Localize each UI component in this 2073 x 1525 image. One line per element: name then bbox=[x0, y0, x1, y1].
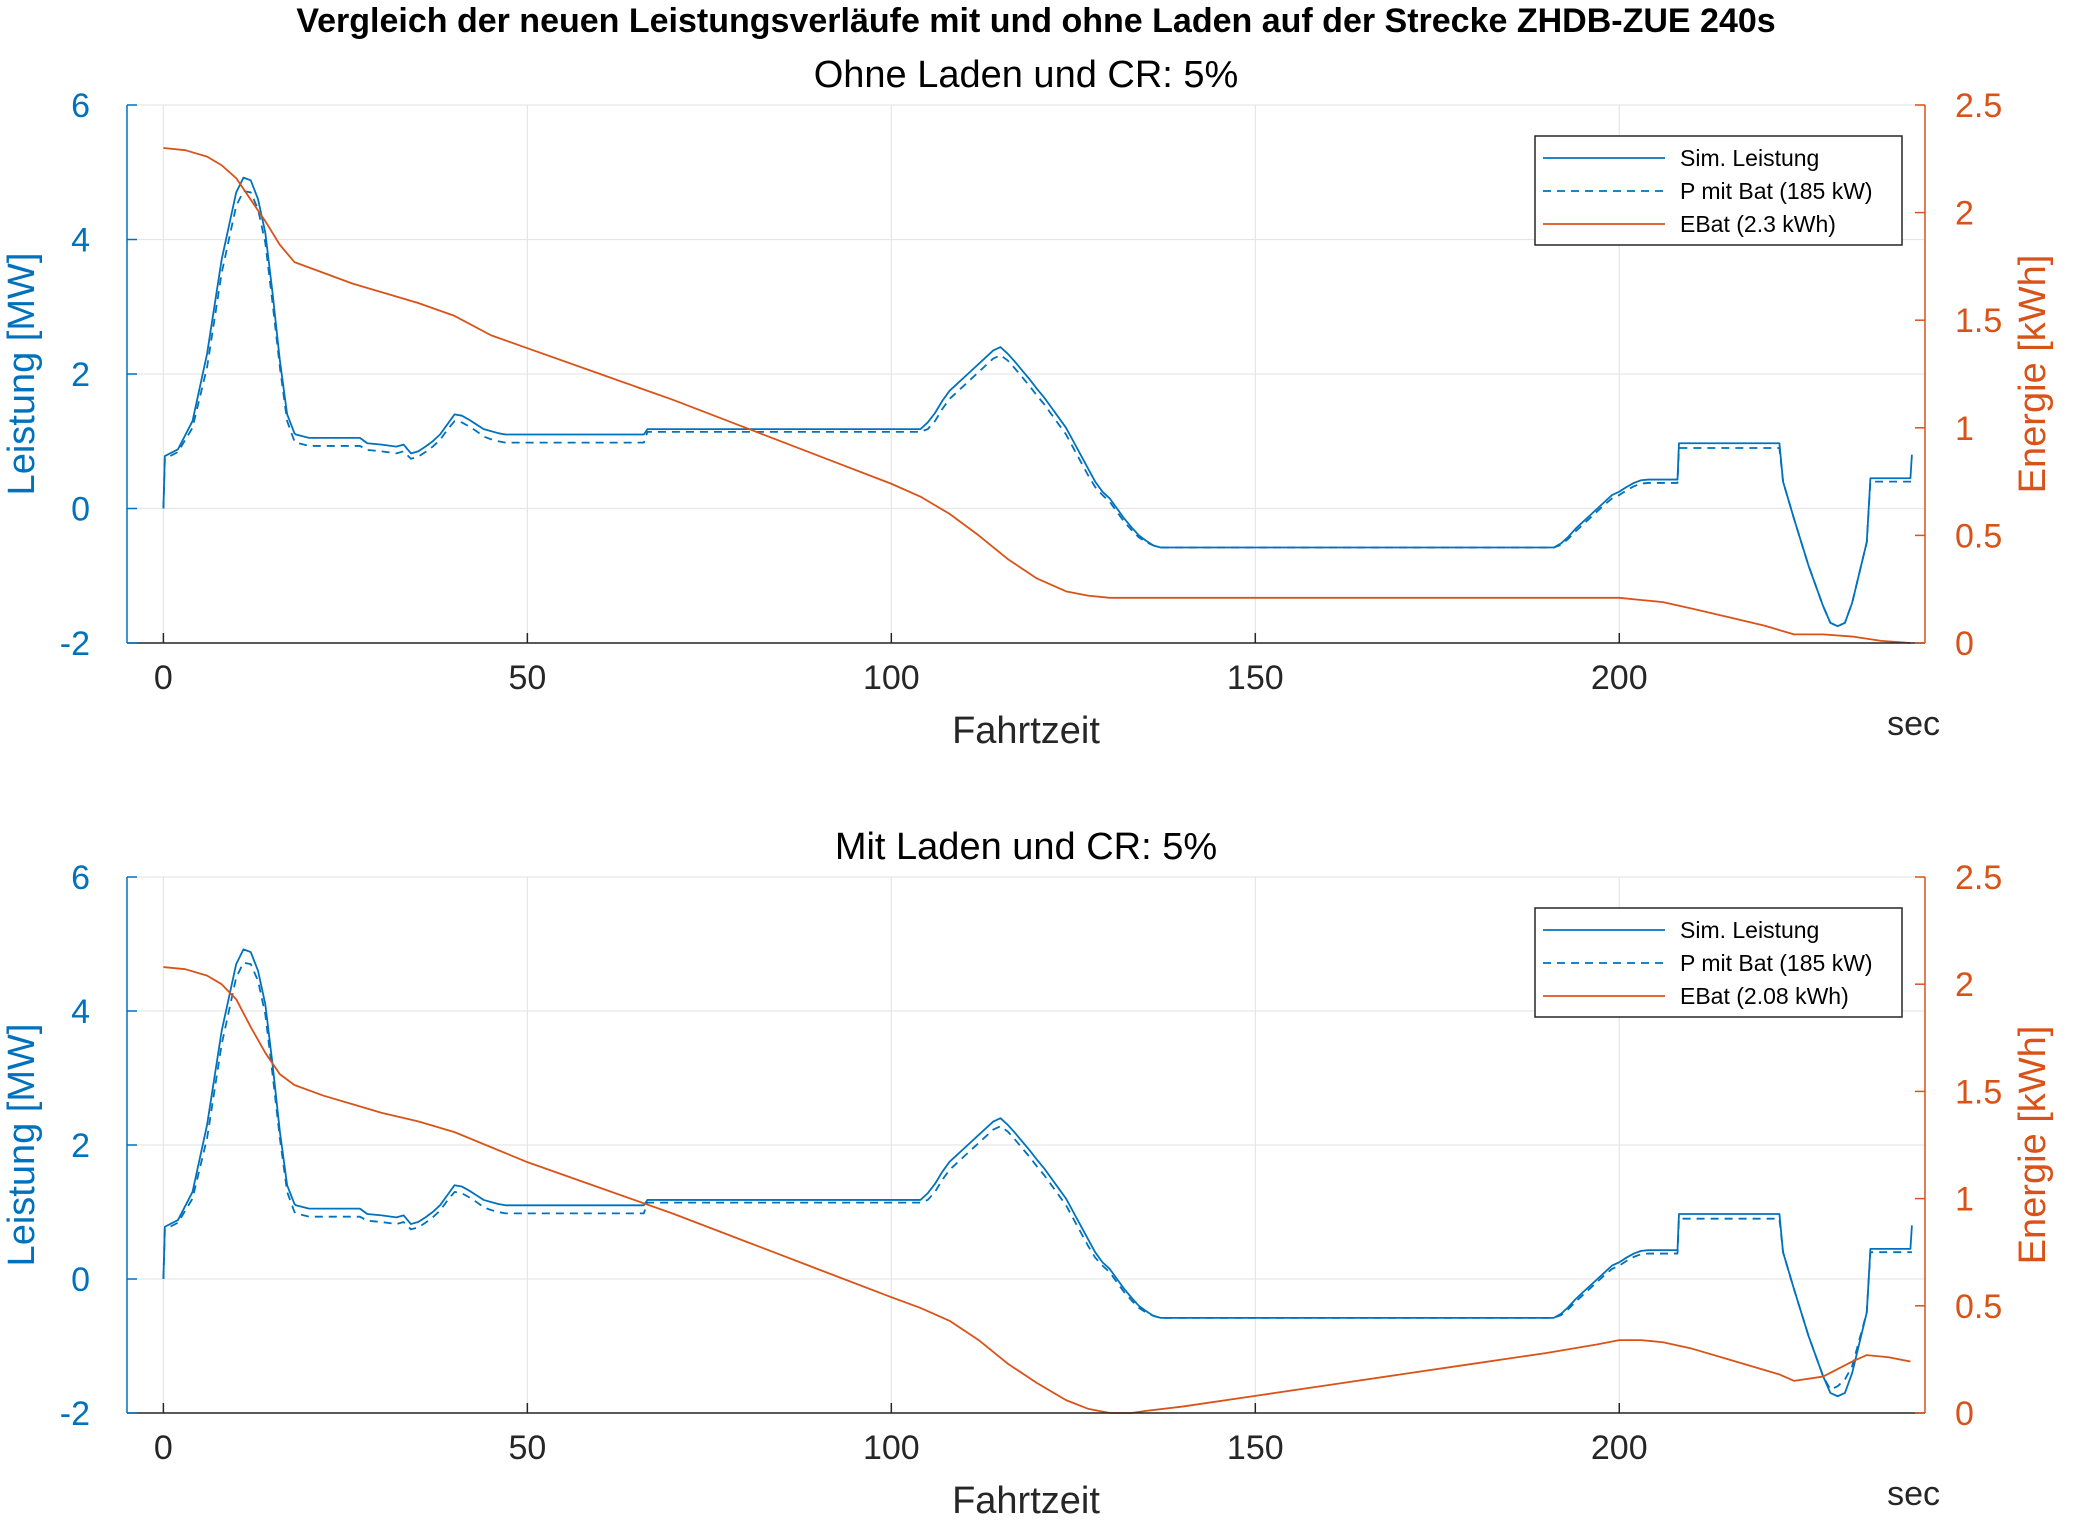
left-y-axis-label: Leistung [MW] bbox=[1, 253, 43, 496]
subplot-ohne-laden: 0 50 100 150 200 -2 0 2 4 6 0 0.5 1 1.5 2 2.5 Ohne Laden… bbox=[1, 54, 2054, 752]
legend-entry: Sim. Leistung bbox=[1680, 145, 1819, 171]
series-line bbox=[162, 961, 1912, 1391]
left-y-tick-label: 0 bbox=[71, 491, 90, 529]
x-axis-unit: sec bbox=[1887, 705, 1940, 743]
x-axis-label: Fahrtzeit bbox=[952, 710, 1100, 752]
right-y-tick-label: 2 bbox=[1955, 966, 1974, 1004]
x-axis-label: Fahrtzeit bbox=[952, 1480, 1100, 1522]
legend-entry: EBat (2.3 kWh) bbox=[1680, 211, 1836, 237]
right-y-tick-label: 0 bbox=[1955, 1395, 1974, 1433]
right-y-tick-label: 0 bbox=[1955, 625, 1974, 663]
series-line bbox=[162, 176, 1913, 628]
left-y-tick-label: 6 bbox=[71, 87, 90, 125]
right-y-tick-label: 2.5 bbox=[1955, 859, 2002, 897]
left-y-tick-label: 0 bbox=[71, 1261, 90, 1299]
right-y-axis-label: Energie [kWh] bbox=[2012, 1026, 2054, 1265]
left-y-tick-label: 2 bbox=[71, 1127, 90, 1165]
right-y-tick-label: 1 bbox=[1955, 1181, 1974, 1219]
legend-entry: P mit Bat (185 kW) bbox=[1680, 178, 1873, 204]
subplot-mit-laden: 0 50 100 150 200 -2 0 2 4 6 0 0.5 1 1.5 2 2.5 Mit Laden … bbox=[1, 826, 2054, 1522]
x-tick-label: 200 bbox=[1591, 1429, 1648, 1467]
x-tick-label: 100 bbox=[863, 1429, 920, 1467]
right-y-tick-label: 0.5 bbox=[1955, 1288, 2002, 1326]
left-y-tick-label: 4 bbox=[71, 222, 90, 260]
figure-title: Vergleich der neuen Leistungsverläufe mi… bbox=[296, 2, 1775, 40]
x-tick-label: 150 bbox=[1227, 1429, 1284, 1467]
legend-entry: P mit Bat (185 kW) bbox=[1680, 950, 1873, 976]
series-line bbox=[162, 948, 1913, 1398]
x-tick-label: 0 bbox=[154, 1429, 173, 1467]
subplot-title: Mit Laden und CR: 5% bbox=[835, 826, 1217, 868]
series-line bbox=[163, 966, 1911, 1414]
legend-box bbox=[1534, 907, 1903, 1018]
left-y-tick-label: 4 bbox=[71, 993, 90, 1031]
legend-entry: Sim. Leistung bbox=[1680, 917, 1819, 943]
x-tick-label: 0 bbox=[154, 659, 173, 697]
right-y-tick-label: 2 bbox=[1955, 195, 1974, 233]
series-group bbox=[162, 948, 1913, 1414]
left-y-tick-label: 2 bbox=[71, 356, 90, 394]
legend: Sim. Leistung P mit Bat (185 kW) EBat (2.0… bbox=[1534, 907, 1903, 1018]
right-y-axis-label: Energie [kWh] bbox=[2012, 255, 2054, 494]
left-y-tick-label: -2 bbox=[60, 625, 90, 663]
series-line bbox=[162, 190, 1912, 628]
legend-entry: EBat (2.08 kWh) bbox=[1680, 983, 1849, 1009]
right-y-tick-label: 1.5 bbox=[1955, 1073, 2002, 1111]
right-y-tick-label: 2.5 bbox=[1955, 87, 2002, 125]
left-y-tick-label: 6 bbox=[71, 859, 90, 897]
subplot-title: Ohne Laden und CR: 5% bbox=[814, 54, 1239, 96]
axes: 0 50 100 150 200 -2 0 2 4 6 0 0.5 1 1.5 2 2.5 bbox=[60, 87, 2003, 697]
left-y-axis-label: Leistung [MW] bbox=[1, 1024, 43, 1267]
x-tick-label: 50 bbox=[508, 659, 546, 697]
series-group bbox=[162, 147, 1913, 644]
legend: Sim. Leistung P mit Bat (185 kW) EBat (2.3… bbox=[1534, 135, 1903, 246]
right-y-tick-label: 0.5 bbox=[1955, 517, 2002, 555]
left-y-tick-label: -2 bbox=[60, 1395, 90, 1433]
right-y-tick-label: 1 bbox=[1955, 410, 1974, 448]
x-tick-label: 200 bbox=[1591, 659, 1648, 697]
x-tick-label: 50 bbox=[508, 1429, 546, 1467]
x-tick-label: 100 bbox=[863, 659, 920, 697]
right-y-tick-label: 1.5 bbox=[1955, 302, 2002, 340]
legend-box bbox=[1534, 135, 1903, 246]
x-tick-label: 150 bbox=[1227, 659, 1284, 697]
series-line bbox=[163, 147, 1911, 644]
x-axis-unit: sec bbox=[1887, 1475, 1940, 1513]
axes: 0 50 100 150 200 -2 0 2 4 6 0 0.5 1 1.5 2 2.5 bbox=[60, 859, 2003, 1467]
